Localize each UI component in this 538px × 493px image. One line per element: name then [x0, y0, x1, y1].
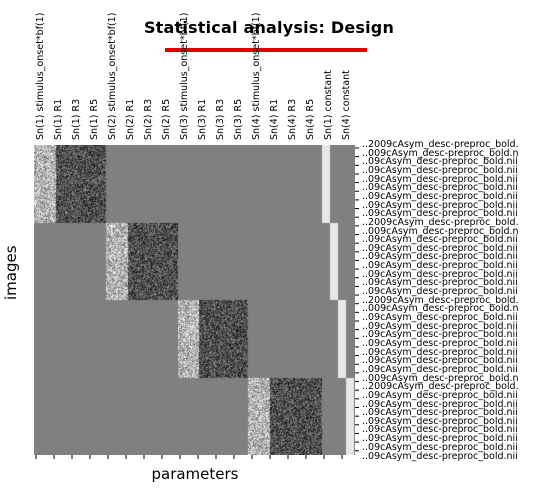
column-label: Sn(3) R5 — [233, 98, 244, 140]
row-label: ..09cAsym_desc-preproc_bold.nii — [362, 398, 518, 410]
row-label: ..09cAsym_desc-preproc_bold.nii — [362, 268, 518, 280]
row-label: ..09cAsym_desc-preproc_bold.nii — [362, 208, 518, 220]
row-label: ..09cAsym_desc-preproc_bold.nii — [362, 320, 518, 332]
column-label: Sn(1) R3 — [71, 98, 82, 140]
column-label: Sn(1) R1 — [53, 98, 64, 140]
row-label: ..09cAsym_desc-preproc_bold.nii — [362, 329, 518, 341]
column-label: Sn(4) constant — [341, 70, 352, 140]
row-label: ..2009cAsym_desc-preproc_bold. — [362, 294, 519, 306]
row-label: ..09cAsym_desc-preproc_bold.nii — [362, 156, 518, 168]
row-label: ..09cAsym_desc-preproc_bold.nii — [362, 286, 518, 298]
row-label: ..2009cAsym_desc-preproc_bold. — [362, 381, 519, 393]
row-label: ..09cAsym_desc-preproc_bold.nii — [362, 407, 518, 419]
row-label: ..09cAsym_desc-preproc_bold.nii — [362, 234, 518, 246]
row-label: ..09cAsym_desc-preproc_bold.nii — [362, 242, 518, 254]
row-label: ..009cAsym_desc-preproc_bold.n — [362, 303, 519, 315]
row-label: ..2009cAsym_desc-preproc_bold. — [362, 216, 519, 228]
column-label: Sn(1) R5 — [89, 98, 100, 140]
progress-bar — [165, 48, 367, 52]
row-label: ..009cAsym_desc-preproc_bold.n — [362, 147, 519, 159]
row-label: ..09cAsym_desc-preproc_bold.nii — [362, 199, 518, 211]
row-label: ..09cAsym_desc-preproc_bold.nii — [362, 182, 518, 194]
column-label: Sn(2) R5 — [161, 98, 172, 140]
row-label: ..09cAsym_desc-preproc_bold.nii — [362, 164, 518, 176]
row-label: ..09cAsym_desc-preproc_bold.nii — [362, 346, 518, 358]
column-label: Sn(4) R1 — [269, 98, 280, 140]
row-label: ..09cAsym_desc-preproc_bold.nii — [362, 260, 518, 272]
column-label: Sn(2) R1 — [125, 98, 136, 140]
column-labels: Sn(1) stimulus_onset*bf(1) Sn(1) R1 Sn(1) … — [0, 0, 538, 140]
row-label: ..09cAsym_desc-preproc_bold.nii — [362, 190, 518, 202]
row-label: ..09cAsym_desc-preproc_bold.nii — [362, 355, 518, 367]
column-label: Sn(1) constant — [323, 70, 334, 140]
column-label: Sn(4) R3 — [287, 98, 298, 140]
row-label: ..09cAsym_desc-preproc_bold.nii — [362, 277, 518, 289]
column-label: Sn(3) R3 — [215, 98, 226, 140]
row-label: ..09cAsym_desc-preproc_bold.nii — [362, 389, 518, 401]
column-label: Sn(2) R3 — [143, 98, 154, 140]
row-label: ..09cAsym_desc-preproc_bold.nii — [362, 312, 518, 323]
row-label: ..09cAsym_desc-preproc_bold.nii — [362, 433, 518, 445]
row-label: ..09cAsym_desc-preproc_bold.nii — [362, 173, 518, 185]
x-axis-label: parameters — [151, 465, 239, 483]
row-label: ..09cAsym_desc-preproc_bold.nii — [362, 415, 518, 427]
figure-title: Statistical analysis: Design — [143, 18, 395, 37]
column-label: Sn(4) stimulus_onset*bf(1) — [251, 12, 262, 140]
column-label: Sn(3) R1 — [197, 98, 208, 140]
row-label: ..09cAsym_desc-preproc_bold.nii — [362, 424, 518, 436]
row-label: ..09cAsym_desc-preproc_bold.nii — [362, 451, 518, 462]
row-label: ..2009cAsym_desc-preproc_bold. — [362, 139, 519, 150]
row-label: ..09cAsym_desc-preproc_bold.nii — [362, 251, 518, 263]
row-label: ..09cAsym_desc-preproc_bold.nii — [362, 337, 518, 349]
y-axis-label: images — [2, 245, 20, 300]
design-matrix — [34, 145, 355, 455]
row-label: ..009cAsym_desc-preproc_bold.n — [362, 372, 519, 384]
column-label: Sn(4) R5 — [305, 98, 316, 140]
column-label: Sn(2) stimulus_onset*bf(1) — [107, 12, 118, 140]
column-label: Sn(3) stimulus_onset*bf(1) — [179, 12, 190, 140]
column-label: Sn(1) stimulus_onset*bf(1) — [35, 12, 46, 140]
row-label: ..09cAsym_desc-preproc_bold.nii — [362, 441, 518, 453]
row-label: ..09cAsym_desc-preproc_bold.nii — [362, 363, 518, 375]
row-label: ..009cAsym_desc-preproc_bold.n — [362, 225, 519, 237]
